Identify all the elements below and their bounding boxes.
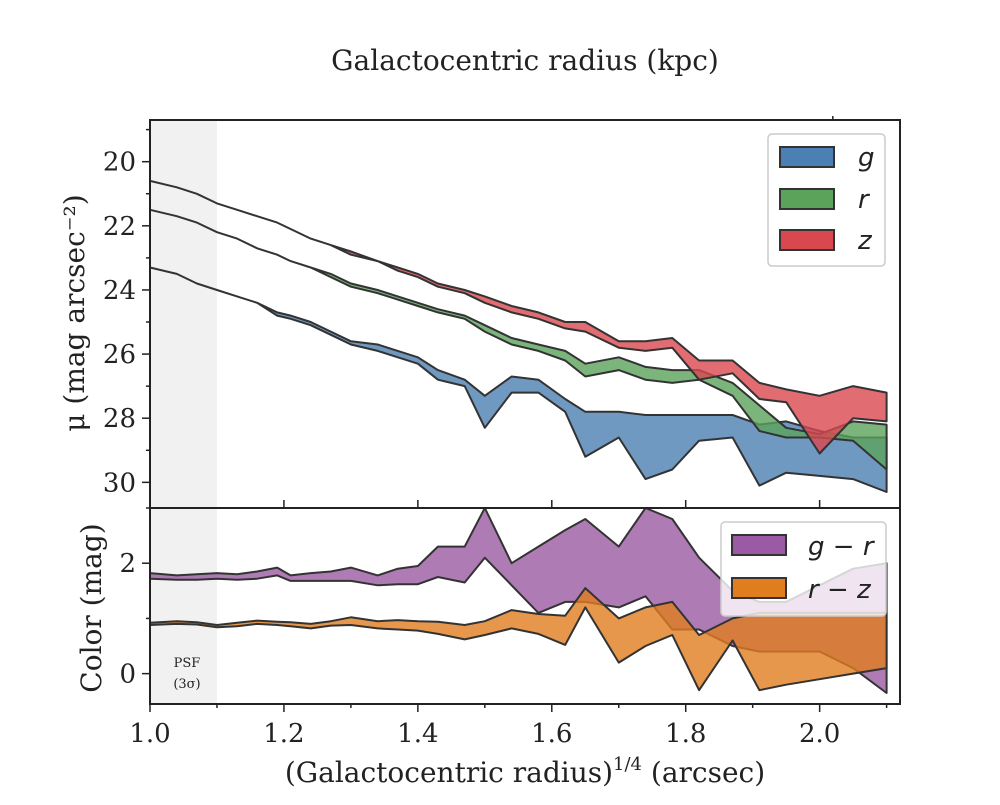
- legend-swatch-g: [779, 146, 835, 168]
- upper-bands: [149, 179, 888, 493]
- legend-swatch-r: [779, 188, 835, 210]
- y-tick-label: 2: [119, 549, 136, 579]
- x-tick-label: 2.0: [799, 719, 840, 749]
- upper-legend: g r z: [767, 133, 886, 267]
- lower-panel: 02 1.0 1.2 1.4 1.6 1.8 2.0 PSF (3σ) Color (ma…: [75, 507, 901, 749]
- upper-panel: 20 22 24 26 28 30 1020305075100 μ (mag arcsec…: [58, 116, 901, 509]
- legend-label-r: r: [858, 185, 871, 215]
- y-tick-label: 24: [103, 276, 136, 306]
- y-tick-label: 0: [119, 660, 136, 690]
- legend-label-g: g: [858, 143, 875, 173]
- lower-y-axis-label: Color (mag): [75, 523, 108, 692]
- legend-label-rz: r − z: [808, 575, 872, 605]
- legend-label-z: z: [857, 226, 873, 256]
- top-axis-ticks: 1020305075100: [832, 116, 834, 120]
- psf-label-line2: (3σ): [173, 677, 200, 692]
- upper-y-ticks: 20 22 24 26 28 30: [103, 128, 150, 498]
- legend-swatch-z: [779, 229, 835, 251]
- legend-label-gr: g − r: [808, 532, 876, 562]
- upper-y-axis-label: μ (mag arcsec⁻²): [58, 194, 91, 431]
- y-tick-label: 20: [103, 148, 136, 178]
- y-tick-label: 28: [103, 404, 136, 434]
- psf-region-upper: [150, 120, 217, 508]
- top-axis-label: Galactocentric radius (kpc): [331, 44, 719, 77]
- bottom-axis-label: (Galactocentric radius)1/4 (arcsec): [285, 754, 765, 789]
- upper-bottom-ticks: [149, 500, 821, 508]
- legend-swatch-gr: [731, 534, 787, 556]
- x-tick-label: 1.8: [665, 719, 706, 749]
- x-tick-label: 1.0: [129, 719, 170, 749]
- lower-legend: g − r r − z: [720, 521, 887, 617]
- x-tick-label: 1.2: [263, 719, 304, 749]
- y-tick-label: 22: [103, 212, 136, 242]
- y-tick-label: 26: [103, 340, 136, 370]
- band-rz: [149, 587, 888, 692]
- band-z: [149, 179, 888, 455]
- x-tick-label: 1.4: [397, 719, 438, 749]
- band-g: [149, 266, 888, 493]
- band-r: [149, 208, 888, 471]
- psf-label-line1: PSF: [174, 656, 201, 671]
- y-tick-label: 30: [103, 468, 136, 498]
- x-tick-label: 1.6: [531, 719, 572, 749]
- lower-panel-frame: [149, 507, 901, 705]
- legend-swatch-rz: [731, 577, 787, 599]
- lower-y-ticks: 02: [119, 507, 150, 690]
- psf-region-lower: [150, 508, 217, 704]
- bottom-x-ticks: 1.0 1.2 1.4 1.6 1.8 2.0: [129, 704, 888, 749]
